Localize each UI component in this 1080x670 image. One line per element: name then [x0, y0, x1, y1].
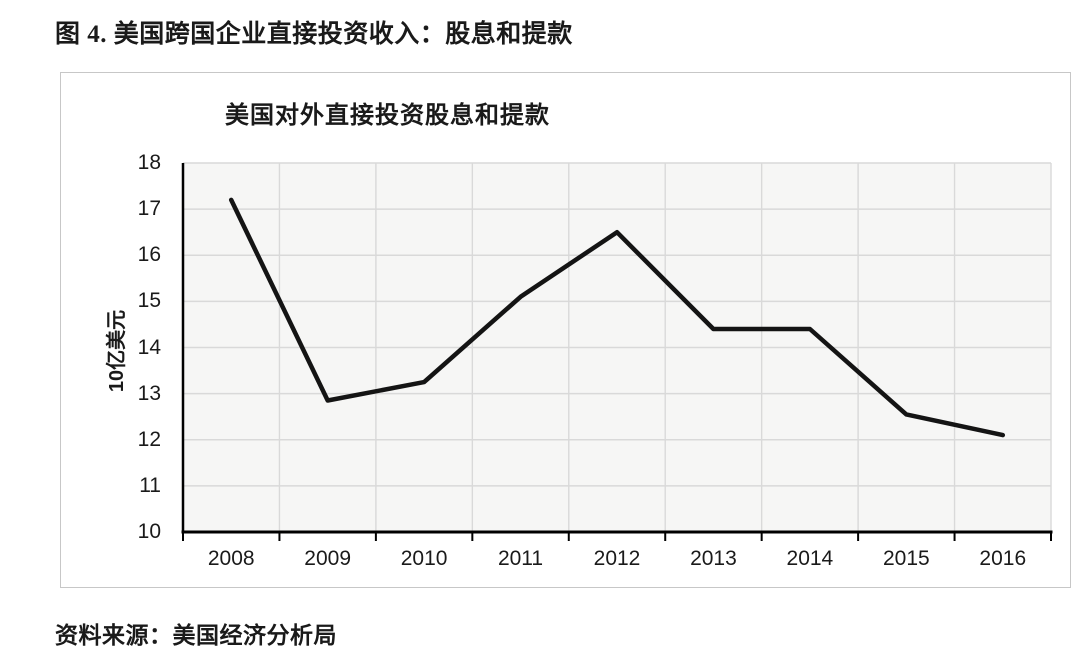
- x-tick-label: 2013: [690, 547, 737, 570]
- x-tick-label: 2011: [497, 547, 544, 570]
- y-tick-label: 12: [137, 427, 161, 451]
- source-note: 资料来源：美国经济分析局: [55, 623, 337, 648]
- data-series-line: [228, 197, 1006, 438]
- x-tick-label: 2008: [207, 547, 255, 570]
- y-tick-label: 15: [137, 289, 161, 313]
- y-tick-label: 16: [137, 243, 161, 267]
- y-tick-label: 17: [137, 197, 161, 221]
- x-tick-label: 2010: [400, 547, 448, 570]
- chart-container: 美国对外直接投资股息和提款 10亿美元 18 17 16 15 14 13 12 11 10 2…: [60, 72, 1071, 588]
- figure-title: 图 4. 美国跨国企业直接投资收入：股息和提款: [55, 21, 573, 48]
- y-tick-label: 10: [137, 520, 161, 543]
- plot-area: [181, 162, 1053, 541]
- chart-title: 美国对外直接投资股息和提款: [225, 103, 550, 129]
- x-tick-label: 2014: [786, 547, 834, 570]
- y-tick-label: 11: [139, 473, 161, 497]
- x-tick-label: 2012: [593, 547, 641, 570]
- y-tick-label: 14: [137, 335, 161, 359]
- y-tick-label: 13: [137, 381, 161, 405]
- x-tick-label: 2015: [882, 547, 930, 570]
- x-tick-label: 2009: [304, 547, 352, 570]
- y-tick-label: 18: [137, 151, 161, 174]
- x-tick-label: 2016: [979, 547, 1027, 570]
